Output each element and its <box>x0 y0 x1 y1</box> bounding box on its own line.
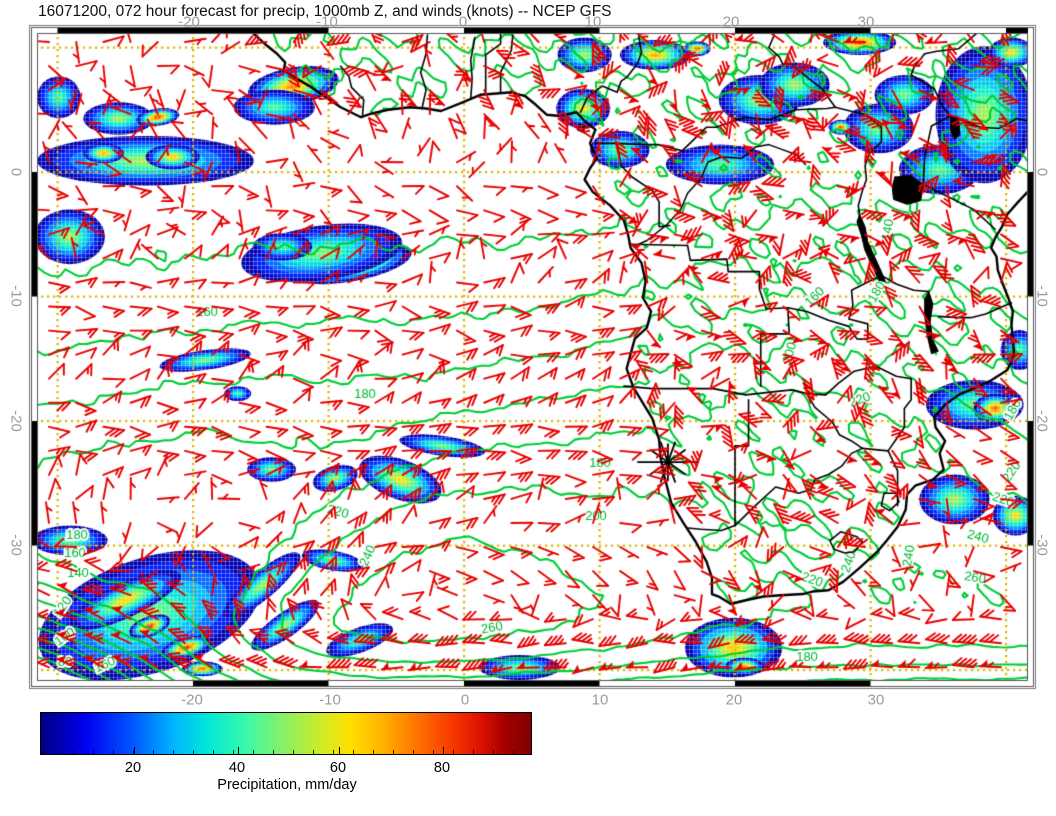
lat-axis-label-left: -10 <box>7 285 25 307</box>
lat-axis-label-right: -30 <box>1033 534 1051 556</box>
colorbar-tick <box>238 747 239 754</box>
lon-axis-label-bottom: 10 <box>591 691 609 709</box>
lat-axis-label-left: -20 <box>7 410 25 432</box>
lon-axis-label-top: 10 <box>584 13 602 31</box>
lon-axis-label-bottom: -10 <box>319 691 341 709</box>
colorbar-tick-label: 60 <box>329 760 347 776</box>
lat-axis-label-left: -30 <box>7 534 25 556</box>
colorbar-tick-label: 80 <box>433 760 451 776</box>
lon-axis-label-bottom: 20 <box>725 691 743 709</box>
lon-axis-label-top: 30 <box>857 13 875 31</box>
lon-axis-label-top: 0 <box>458 13 468 31</box>
lat-axis-label-right: 0 <box>1033 167 1051 177</box>
colorbar-tick-label: 40 <box>228 760 246 776</box>
colorbar-minor-ticks <box>41 750 531 754</box>
lat-axis-label-left: 0 <box>7 167 25 177</box>
colorbar-tick <box>339 747 340 754</box>
lon-axis-label-bottom: -20 <box>181 691 203 709</box>
lon-axis-label-bottom: 30 <box>867 691 885 709</box>
lon-axis-label-top: 20 <box>722 13 740 31</box>
lon-axis-label-top: -20 <box>178 13 200 31</box>
colorbar-caption: Precipitation, mm/day <box>217 777 357 793</box>
lon-axis-label-bottom: 0 <box>460 691 470 709</box>
colorbar-tick-label: 20 <box>124 760 142 776</box>
colorbar-tick <box>443 747 444 754</box>
precip-colorbar <box>40 712 532 755</box>
colorbar-tick <box>134 747 135 754</box>
lat-axis-label-right: -10 <box>1033 285 1051 307</box>
lat-axis-label-right: -20 <box>1033 410 1051 432</box>
lon-axis-label-top: -10 <box>316 13 338 31</box>
